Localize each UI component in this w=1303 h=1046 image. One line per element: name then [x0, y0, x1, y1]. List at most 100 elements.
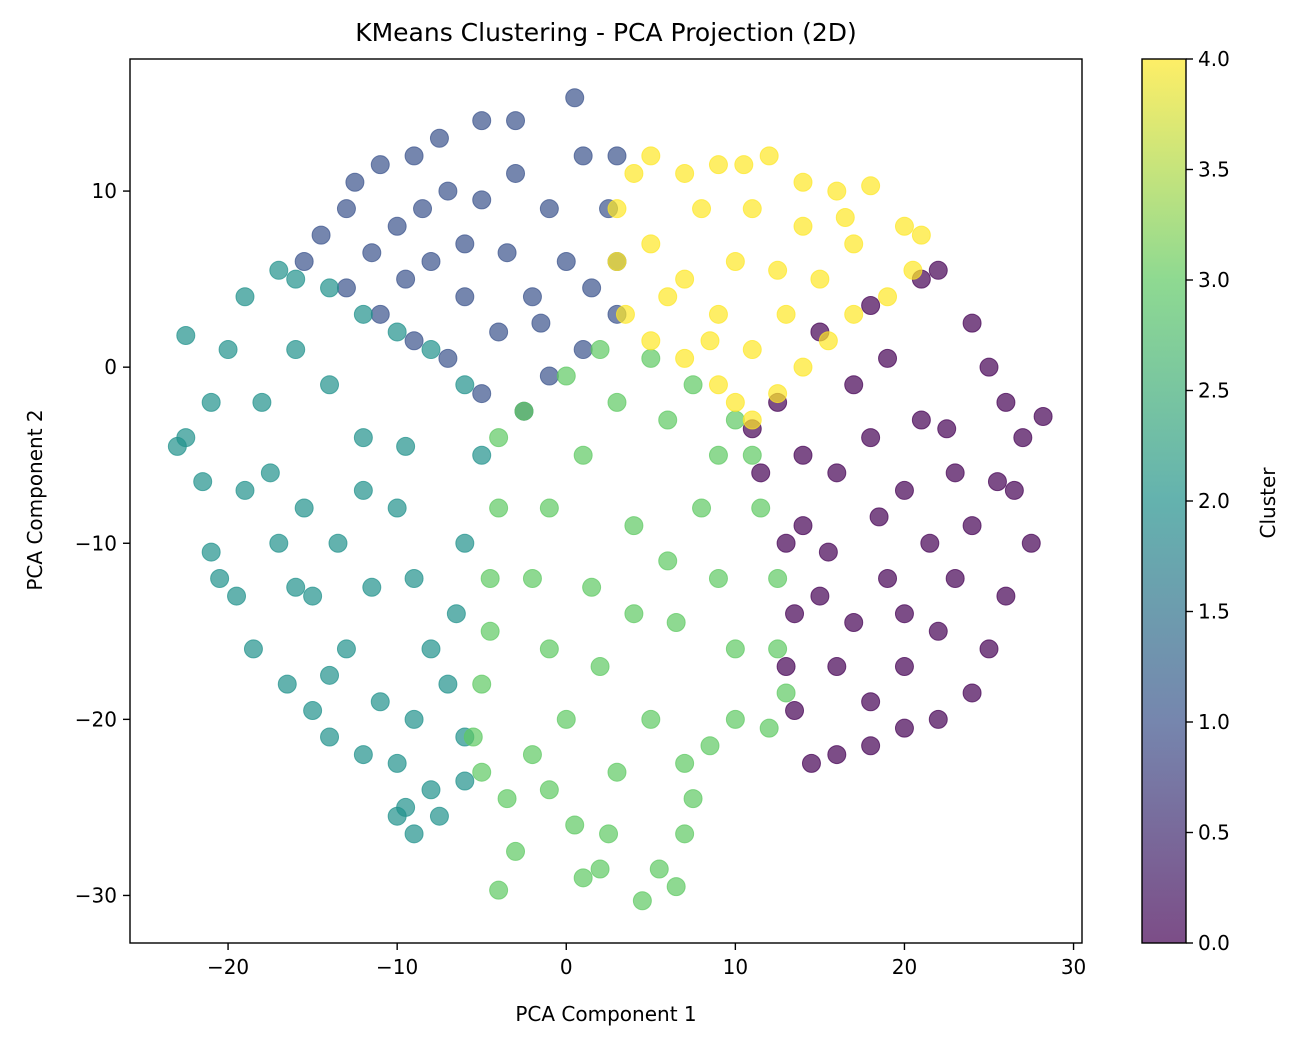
point-cluster-3-8 [675, 824, 695, 844]
point-cluster-2-48 [294, 498, 314, 518]
point-cluster-2-51 [353, 480, 373, 500]
point-cluster-4-7 [827, 181, 847, 201]
point-cluster-4-2 [675, 163, 695, 183]
point-cluster-2-11 [353, 745, 373, 765]
point-cluster-2-16 [429, 806, 449, 826]
point-cluster-3-21 [641, 348, 661, 368]
colorbar-tick-label-8: 4.0 [1198, 47, 1230, 71]
point-cluster-0-42 [920, 533, 940, 553]
point-cluster-1-19 [438, 348, 458, 368]
point-cluster-3-41 [607, 392, 627, 412]
point-cluster-3-9 [683, 789, 703, 809]
point-cluster-3-54 [599, 824, 619, 844]
point-cluster-3-35 [590, 657, 610, 677]
point-cluster-0-20 [785, 701, 805, 721]
point-cluster-3-14 [776, 683, 796, 703]
point-cluster-4-35 [658, 287, 678, 307]
point-cluster-0-26 [793, 445, 813, 465]
point-cluster-3-49 [708, 568, 728, 588]
point-cluster-2-17 [421, 780, 441, 800]
point-cluster-4-28 [742, 340, 762, 360]
point-cluster-2-27 [353, 304, 373, 324]
point-cluster-1-4 [370, 155, 390, 175]
point-cluster-4-30 [810, 269, 830, 289]
point-cluster-2-10 [320, 727, 340, 747]
point-cluster-4-9 [894, 216, 914, 236]
point-cluster-0-21 [776, 657, 796, 677]
point-cluster-4-14 [818, 331, 838, 351]
point-cluster-0-13 [979, 639, 999, 659]
point-cluster-4-29 [776, 304, 796, 324]
point-cluster-0-41 [894, 480, 914, 500]
point-cluster-2-52 [396, 436, 416, 456]
point-cluster-1-11 [607, 146, 627, 166]
point-cluster-4-17 [742, 410, 762, 430]
colorbar-tick-label-1: 0.5 [1198, 821, 1230, 845]
point-cluster-2-30 [269, 260, 289, 280]
point-cluster-0-28 [878, 348, 898, 368]
point-cluster-2-8 [277, 674, 297, 694]
point-cluster-0-23 [776, 533, 796, 553]
point-cluster-3-11 [700, 736, 720, 756]
point-cluster-2-54 [320, 665, 340, 685]
point-cluster-1-39 [413, 199, 433, 219]
point-cluster-2-24 [455, 375, 475, 395]
plot-frame [129, 58, 1083, 944]
point-cluster-3-36 [624, 604, 644, 624]
point-cluster-2-47 [260, 463, 280, 483]
point-cluster-1-36 [531, 313, 551, 333]
point-cluster-2-9 [303, 701, 323, 721]
x-axis-label: PCA Component 1 [515, 1002, 696, 1026]
point-cluster-1-38 [362, 243, 382, 263]
point-cluster-2-40 [421, 639, 441, 659]
scatter-points-layer [167, 88, 1053, 911]
point-cluster-4-34 [692, 199, 712, 219]
point-cluster-2-4 [201, 542, 221, 562]
point-cluster-3-6 [649, 859, 669, 879]
point-cluster-0-43 [878, 568, 898, 588]
point-cluster-4-12 [878, 287, 898, 307]
colorbar-tick-label-3: 1.5 [1198, 600, 1230, 624]
point-cluster-4-33 [742, 199, 762, 219]
cluster-2-series [167, 260, 492, 844]
point-cluster-3-4 [590, 859, 610, 879]
point-cluster-0-40 [861, 428, 881, 448]
point-cluster-0-35 [861, 692, 881, 712]
point-cluster-4-26 [675, 269, 695, 289]
point-cluster-3-40 [658, 410, 678, 430]
point-cluster-1-22 [336, 278, 356, 298]
point-cluster-2-49 [328, 533, 348, 553]
point-cluster-2-21 [446, 604, 466, 624]
point-cluster-4-23 [607, 252, 627, 272]
point-cluster-1-23 [387, 216, 407, 236]
point-cluster-1-32 [438, 181, 458, 201]
point-cluster-0-31 [962, 516, 982, 536]
point-cluster-1-6 [429, 128, 449, 148]
point-cluster-3-48 [666, 613, 686, 633]
point-cluster-4-8 [861, 176, 881, 196]
point-cluster-0-29 [911, 410, 931, 430]
point-cluster-4-13 [844, 304, 864, 324]
point-cluster-1-34 [455, 234, 475, 254]
point-cluster-3-29 [472, 674, 492, 694]
point-cluster-3-5 [632, 891, 652, 911]
point-cluster-0-33 [928, 621, 948, 641]
point-cluster-3-22 [590, 340, 610, 360]
y-tick-label-4: 10 [92, 179, 117, 203]
point-cluster-2-14 [387, 806, 407, 826]
point-cluster-0-5 [962, 313, 982, 333]
point-cluster-4-27 [708, 304, 728, 324]
y-tick-label-2: −10 [75, 531, 117, 555]
point-cluster-3-10 [675, 753, 695, 773]
point-cluster-0-10 [1004, 480, 1024, 500]
x-tick-label-5: 30 [1061, 955, 1086, 979]
point-cluster-1-15 [573, 340, 593, 360]
point-cluster-2-28 [320, 278, 340, 298]
axes-layer: −20 −10 0 10 20 30 −30 −20 −10 0 10 [75, 179, 1086, 979]
y-tick-label-0: −30 [75, 883, 117, 907]
point-cluster-3-23 [556, 366, 576, 386]
point-cluster-3-45 [539, 639, 559, 659]
point-cluster-0-44 [844, 613, 864, 633]
point-cluster-3-28 [480, 621, 500, 641]
point-cluster-2-42 [387, 498, 407, 518]
